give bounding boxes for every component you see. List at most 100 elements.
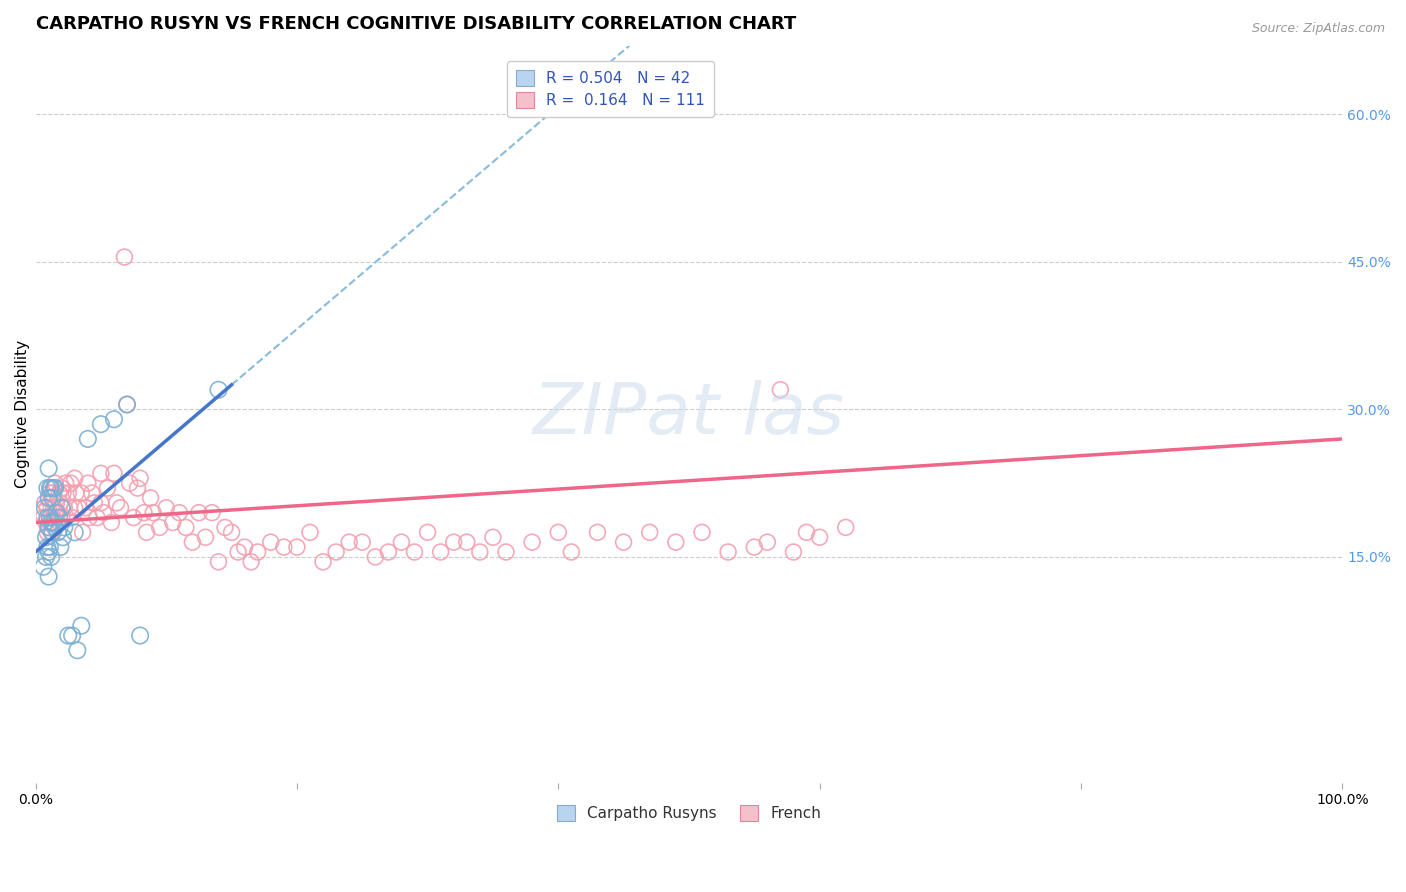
Point bbox=[325, 545, 347, 559]
Point bbox=[38, 545, 60, 559]
Point bbox=[39, 516, 62, 530]
Point bbox=[58, 500, 80, 515]
Point bbox=[32, 559, 55, 574]
Point bbox=[53, 520, 76, 534]
Point bbox=[169, 506, 191, 520]
Point bbox=[796, 525, 818, 540]
Point bbox=[34, 500, 56, 515]
Point bbox=[456, 535, 478, 549]
Point bbox=[37, 525, 59, 540]
Point bbox=[246, 545, 269, 559]
Point bbox=[51, 510, 73, 524]
Point bbox=[38, 569, 60, 583]
Point bbox=[835, 520, 858, 534]
Point bbox=[404, 545, 426, 559]
Point bbox=[37, 540, 59, 554]
Point bbox=[782, 545, 804, 559]
Point bbox=[37, 500, 59, 515]
Point bbox=[352, 535, 374, 549]
Point bbox=[55, 476, 77, 491]
Point bbox=[44, 520, 66, 534]
Point bbox=[90, 496, 112, 510]
Point bbox=[240, 555, 263, 569]
Point bbox=[273, 540, 295, 554]
Point bbox=[103, 412, 125, 426]
Point bbox=[221, 525, 243, 540]
Point bbox=[44, 481, 66, 495]
Point bbox=[520, 535, 543, 549]
Point bbox=[51, 500, 73, 515]
Point bbox=[110, 500, 132, 515]
Point bbox=[32, 510, 55, 524]
Point bbox=[80, 486, 103, 500]
Point bbox=[38, 461, 60, 475]
Point bbox=[638, 525, 661, 540]
Point bbox=[337, 535, 360, 549]
Point bbox=[63, 471, 86, 485]
Point bbox=[42, 500, 65, 515]
Point bbox=[142, 506, 165, 520]
Point bbox=[665, 535, 688, 549]
Point bbox=[717, 545, 740, 559]
Point bbox=[105, 496, 128, 510]
Point bbox=[51, 481, 73, 495]
Point bbox=[58, 629, 80, 643]
Point bbox=[187, 506, 209, 520]
Point bbox=[35, 549, 58, 564]
Point bbox=[49, 540, 72, 554]
Point bbox=[207, 383, 229, 397]
Point bbox=[155, 500, 177, 515]
Point bbox=[391, 535, 413, 549]
Legend: Carpatho Rusyns, French: Carpatho Rusyns, French bbox=[551, 799, 827, 827]
Point bbox=[75, 500, 97, 515]
Point bbox=[39, 510, 62, 524]
Point bbox=[45, 506, 67, 520]
Point bbox=[41, 486, 63, 500]
Point bbox=[45, 496, 67, 510]
Point bbox=[115, 397, 138, 411]
Point bbox=[586, 525, 609, 540]
Point bbox=[112, 250, 135, 264]
Point bbox=[135, 525, 157, 540]
Point bbox=[86, 510, 108, 524]
Point bbox=[38, 520, 60, 534]
Point bbox=[76, 432, 98, 446]
Point bbox=[39, 525, 62, 540]
Point bbox=[77, 510, 100, 524]
Point bbox=[100, 516, 122, 530]
Point bbox=[90, 467, 112, 481]
Point bbox=[482, 530, 505, 544]
Point bbox=[260, 535, 283, 549]
Point bbox=[35, 530, 58, 544]
Point bbox=[201, 506, 224, 520]
Y-axis label: Cognitive Disability: Cognitive Disability bbox=[15, 340, 30, 489]
Point bbox=[129, 471, 152, 485]
Point bbox=[756, 535, 779, 549]
Point bbox=[103, 467, 125, 481]
Point bbox=[298, 525, 321, 540]
Point bbox=[149, 520, 172, 534]
Point bbox=[118, 476, 141, 491]
Point bbox=[194, 530, 217, 544]
Point bbox=[181, 535, 204, 549]
Point bbox=[67, 500, 90, 515]
Point bbox=[41, 525, 63, 540]
Point bbox=[53, 500, 76, 515]
Point bbox=[76, 476, 98, 491]
Point bbox=[60, 510, 83, 524]
Point bbox=[364, 549, 387, 564]
Text: CARPATHO RUSYN VS FRENCH COGNITIVE DISABILITY CORRELATION CHART: CARPATHO RUSYN VS FRENCH COGNITIVE DISAB… bbox=[35, 15, 796, 33]
Point bbox=[39, 481, 62, 495]
Text: Source: ZipAtlas.com: Source: ZipAtlas.com bbox=[1251, 22, 1385, 36]
Point bbox=[129, 629, 152, 643]
Point bbox=[39, 516, 62, 530]
Point bbox=[162, 516, 184, 530]
Point bbox=[65, 486, 87, 500]
Point bbox=[127, 481, 149, 495]
Point bbox=[58, 486, 80, 500]
Point bbox=[769, 383, 792, 397]
Point bbox=[52, 530, 75, 544]
Point bbox=[93, 506, 115, 520]
Point bbox=[742, 540, 765, 554]
Point bbox=[39, 549, 62, 564]
